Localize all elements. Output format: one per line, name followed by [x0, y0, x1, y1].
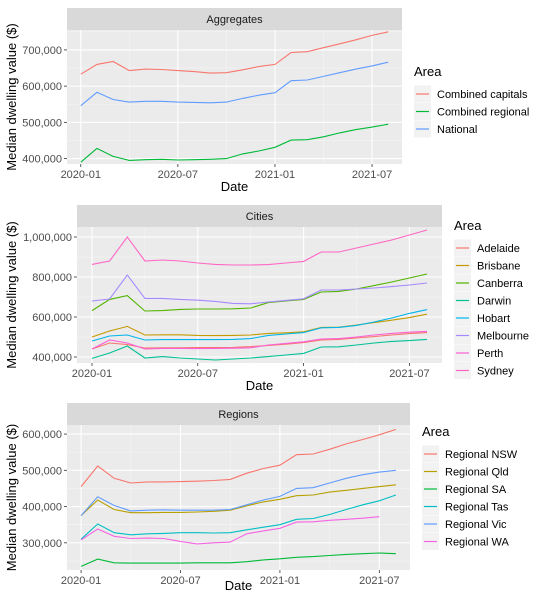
x-tick-label: 2021-07: [389, 368, 429, 380]
y-tick-label: 500,000: [22, 465, 62, 477]
series-line-regional-qld: [80, 484, 396, 517]
series-line-regional-vic: [80, 469, 396, 516]
legend-label: National: [437, 124, 477, 136]
series-line-darwin: [91, 338, 428, 361]
x-tick-label: 2021-01: [283, 368, 323, 380]
legend-label: Regional SA: [445, 484, 507, 496]
legend-title: Area: [454, 218, 482, 233]
y-tick-label: 400,000: [32, 352, 72, 364]
x-tick-label: 2020-07: [178, 368, 218, 380]
legend-label: Regional WA: [445, 537, 509, 549]
x-tick-label: 2021-07: [352, 169, 392, 181]
x-tick-label: 2021-01: [255, 169, 295, 181]
facet-strip-title: Aggregates: [206, 14, 263, 26]
y-tick-label: 600,000: [22, 429, 62, 441]
series-line-combined-capitals: [80, 31, 389, 75]
y-axis-title: Median dwelling value ($): [4, 221, 19, 368]
x-axis-title: Date: [246, 378, 273, 393]
y-tick-label: 500,000: [22, 117, 62, 129]
legend-title: Area: [414, 64, 442, 79]
series-line-regional-tas: [80, 494, 397, 540]
legend-label: Regional NSW: [445, 449, 518, 461]
series-line-sydney: [91, 229, 428, 266]
series-line-national: [80, 61, 389, 107]
x-axis-title: Date: [225, 578, 252, 593]
legend-label: Hobart: [477, 313, 510, 325]
x-tick-label: 2020-07: [158, 169, 198, 181]
series-line-canberra: [91, 273, 428, 312]
series-line-perth: [91, 330, 428, 350]
legend: Area Regional NSW Regional Qld Regional SA R…: [422, 424, 518, 550]
legend-label: Regional Tas: [445, 502, 509, 514]
facet-strip-title: Cities: [246, 211, 274, 223]
y-tick-label: 1,000,000: [23, 232, 72, 244]
plot-background: [67, 425, 410, 570]
legend-label: Adelaide: [477, 243, 520, 255]
legend-label: Regional Qld: [445, 467, 509, 479]
facet-strip-title: Regions: [218, 409, 259, 421]
legend-label: Regional Vic: [445, 519, 507, 531]
x-tick-label: 2021-07: [359, 575, 399, 587]
x-tick-label: 2021-01: [260, 575, 300, 587]
legend-label: Brisbane: [477, 261, 520, 273]
x-tick-label: 2020-07: [160, 575, 200, 587]
series-line-regional-wa: [80, 516, 380, 545]
y-tick-label: 300,000: [22, 538, 62, 550]
y-tick-label: 400,000: [22, 502, 62, 514]
legend-title: Area: [422, 424, 450, 439]
x-tick-label: 2020-01: [61, 575, 101, 587]
legend-label: Perth: [477, 348, 503, 360]
legend-label: Combined regional: [437, 107, 529, 119]
legend-label: Darwin: [477, 296, 511, 308]
legend-label: Canberra: [477, 278, 524, 290]
legend-label: Melbourne: [477, 331, 529, 343]
y-tick-label: 800,000: [32, 272, 72, 284]
y-tick-label: 600,000: [22, 81, 62, 93]
facet-strip: [67, 8, 402, 30]
y-tick-label: 700,000: [22, 45, 62, 57]
legend-label: Sydney: [477, 366, 514, 378]
y-axis-title: Median dwelling value ($): [4, 23, 19, 170]
series-line-melbourne: [91, 274, 428, 305]
legend: Area Adelaide Brisbane Canberra Darwin Hobart…: [454, 218, 529, 379]
legend-label: Combined capitals: [437, 89, 528, 101]
plot-background: [67, 30, 402, 164]
facet-strip: [77, 205, 442, 227]
series-line-regional-sa: [80, 552, 396, 567]
x-tick-label: 2020-01: [72, 368, 112, 380]
legend: Area Combined capitals Combined regional Na…: [414, 64, 529, 138]
panel-aggregates: Aggregates 400,000 500,000 600,000 700,000 20…: [4, 8, 529, 194]
y-axis-title: Median dwelling value ($): [4, 424, 19, 571]
series-line-regional-nsw: [80, 428, 397, 487]
panel-regions: Regions 300,000 400,000 500,000 600,000 2020-…: [4, 403, 518, 593]
y-tick-label: 600,000: [32, 312, 72, 324]
series-line-combined-regional: [80, 123, 389, 163]
panel-cities: Cities 400,000 600,000 800,000 1,000,000 2020…: [4, 205, 529, 393]
y-tick-label: 400,000: [22, 154, 62, 166]
x-tick-label: 2020-01: [61, 169, 101, 181]
plot-background: [77, 227, 442, 363]
x-axis-title: Date: [221, 179, 248, 194]
series-line-hobart: [91, 309, 428, 342]
facet-strip: [67, 403, 410, 425]
